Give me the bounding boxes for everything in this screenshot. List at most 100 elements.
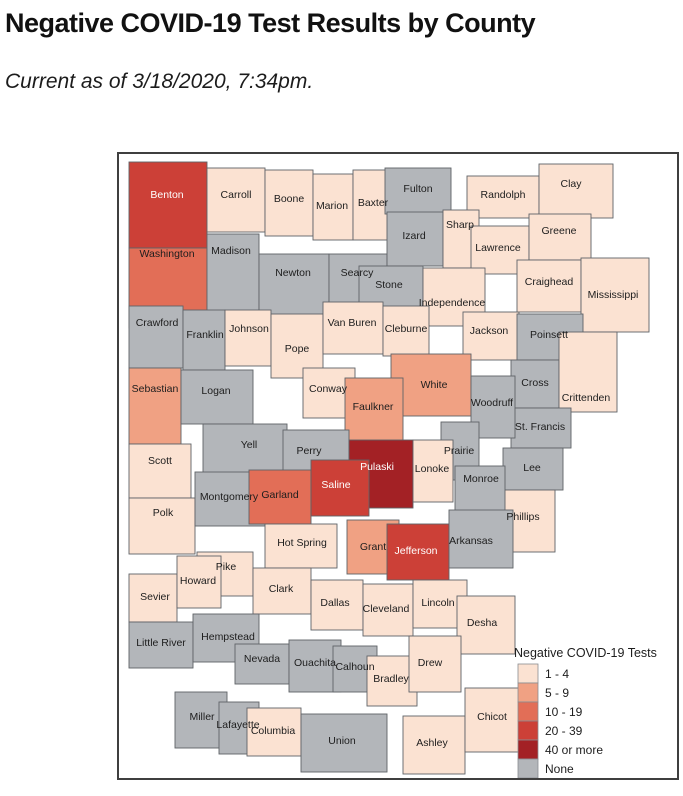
county-label-prairie: Prairie xyxy=(444,445,475,457)
county-label-jackson: Jackson xyxy=(470,325,509,337)
legend-label-2: 10 - 19 xyxy=(545,705,583,719)
county-shape-cross xyxy=(510,359,560,409)
county-label-crawford: Crawford xyxy=(136,317,179,329)
county-shape-dallas xyxy=(310,579,364,631)
legend-label-5: None xyxy=(545,762,574,776)
county-label-marion: Marion xyxy=(316,200,348,212)
county-label-arkansas: Arkansas xyxy=(449,535,493,547)
county-label-bradley: Bradley xyxy=(373,673,409,685)
county-label-lafayette: Lafayette xyxy=(216,719,259,731)
county-shape-craighead xyxy=(516,259,582,313)
county-shape-drew xyxy=(408,635,462,693)
county-label-clay: Clay xyxy=(560,178,582,190)
county-shape-lee xyxy=(502,447,564,491)
county-label-miller: Miller xyxy=(189,711,215,723)
county-label-perry: Perry xyxy=(296,445,322,457)
county-shape-mississippi xyxy=(580,257,650,333)
legend-swatch-5 xyxy=(517,758,539,779)
county-label-monroe: Monroe xyxy=(463,473,499,485)
county-shape-jefferson xyxy=(386,523,450,581)
legend-label-3: 20 - 39 xyxy=(545,724,583,738)
county-label-ashley: Ashley xyxy=(416,737,448,749)
county-shape-miller xyxy=(174,691,228,749)
county-label-carroll: Carroll xyxy=(221,189,252,201)
county-label-nevada: Nevada xyxy=(244,653,280,665)
county-label-grant: Grant xyxy=(360,541,386,553)
county-label-clark: Clark xyxy=(269,583,294,595)
county-shape-benton xyxy=(128,161,208,249)
county-label-crittenden: Crittenden xyxy=(562,392,611,404)
county-shape-hot-spring xyxy=(264,523,338,569)
county-shape-union xyxy=(300,713,388,773)
county-label-madison: Madison xyxy=(211,245,251,257)
county-label-sharp: Sharp xyxy=(446,219,474,231)
county-label-polk: Polk xyxy=(153,507,174,519)
county-shape-garland xyxy=(248,469,312,525)
county-shape-howard xyxy=(176,555,222,609)
county-label-howard: Howard xyxy=(180,575,216,587)
county-shape-crawford xyxy=(128,305,184,369)
map-frame: Benton Carroll Boone Marion Baxter Fulton Rand… xyxy=(117,152,679,780)
county-shape-sevier xyxy=(128,573,178,623)
county-label-dallas: Dallas xyxy=(320,597,349,609)
legend-swatch-0 xyxy=(517,663,539,684)
county-shape-ouachita xyxy=(288,639,342,693)
county-label-little-river: Little River xyxy=(136,637,186,649)
page-title: Negative COVID-19 Test Results by County xyxy=(5,8,536,38)
county-shape-columbia xyxy=(246,707,302,757)
county-label-saline: Saline xyxy=(321,479,350,491)
page-subtitle: Current as of 3/18/2020, 7:34pm. xyxy=(5,70,314,93)
legend-swatch-4 xyxy=(517,739,539,760)
county-shape-carroll xyxy=(206,167,266,233)
county-shape-white xyxy=(390,353,472,417)
county-shape-crittenden xyxy=(558,331,618,413)
county-label-phillips: Phillips xyxy=(506,511,539,523)
county-shape-cleburne xyxy=(382,305,430,357)
county-label-franklin: Franklin xyxy=(186,329,224,341)
county-shape-logan xyxy=(180,369,254,425)
county-label-lonoke: Lonoke xyxy=(415,463,450,475)
county-label-independence: Independence xyxy=(419,297,486,309)
county-label-poinsett: Poinsett xyxy=(530,329,568,341)
county-label-sevier: Sevier xyxy=(140,591,170,603)
county-shape-lonoke xyxy=(412,439,454,503)
county-label-cross: Cross xyxy=(521,377,548,389)
county-label-st-francis: St. Francis xyxy=(515,421,565,433)
county-label-pulaski: Pulaski xyxy=(360,461,394,473)
county-label-hot-spring: Hot Spring xyxy=(277,537,327,549)
county-shape-greene xyxy=(528,213,592,261)
county-label-faulkner: Faulkner xyxy=(353,401,394,413)
county-label-benton: Benton xyxy=(150,189,183,201)
county-label-ouachita: Ouachita xyxy=(294,657,336,669)
county-shape-franklin xyxy=(182,309,226,371)
county-shape-clay xyxy=(538,163,614,219)
county-label-lincoln: Lincoln xyxy=(421,597,454,609)
county-shape-yell xyxy=(202,423,288,479)
county-shape-saline xyxy=(310,459,370,517)
county-label-garland: Garland xyxy=(261,489,299,501)
legend-title: Negative COVID-19 Tests xyxy=(514,646,657,660)
county-label-sebastian: Sebastian xyxy=(132,383,179,395)
county-label-montgomery: Montgomery xyxy=(200,491,259,503)
county-label-mississippi: Mississippi xyxy=(588,289,639,301)
county-label-stone: Stone xyxy=(375,279,403,291)
county-shape-clark xyxy=(252,567,312,615)
county-shape-boone xyxy=(264,169,314,237)
legend-swatch-2 xyxy=(517,701,539,722)
county-label-logan: Logan xyxy=(201,385,230,397)
county-label-conway: Conway xyxy=(309,383,348,395)
map-legend: Negative COVID-19 Tests 1 - 4 5 - 9 10 - 19… xyxy=(514,646,657,779)
county-shape-jackson xyxy=(462,311,520,361)
county-label-craighead: Craighead xyxy=(525,276,574,288)
county-shape-sebastian xyxy=(128,367,182,445)
county-shape-fulton xyxy=(384,167,452,215)
county-label-johnson: Johnson xyxy=(229,323,269,335)
county-label-lawrence: Lawrence xyxy=(475,242,521,254)
county-label-pike: Pike xyxy=(216,561,237,573)
county-shape-desha xyxy=(456,595,516,655)
county-label-pope: Pope xyxy=(285,343,310,355)
county-label-white: White xyxy=(421,379,448,391)
legend-swatch-1 xyxy=(517,682,539,703)
legend-label-0: 1 - 4 xyxy=(545,667,569,681)
legend-label-1: 5 - 9 xyxy=(545,686,569,700)
